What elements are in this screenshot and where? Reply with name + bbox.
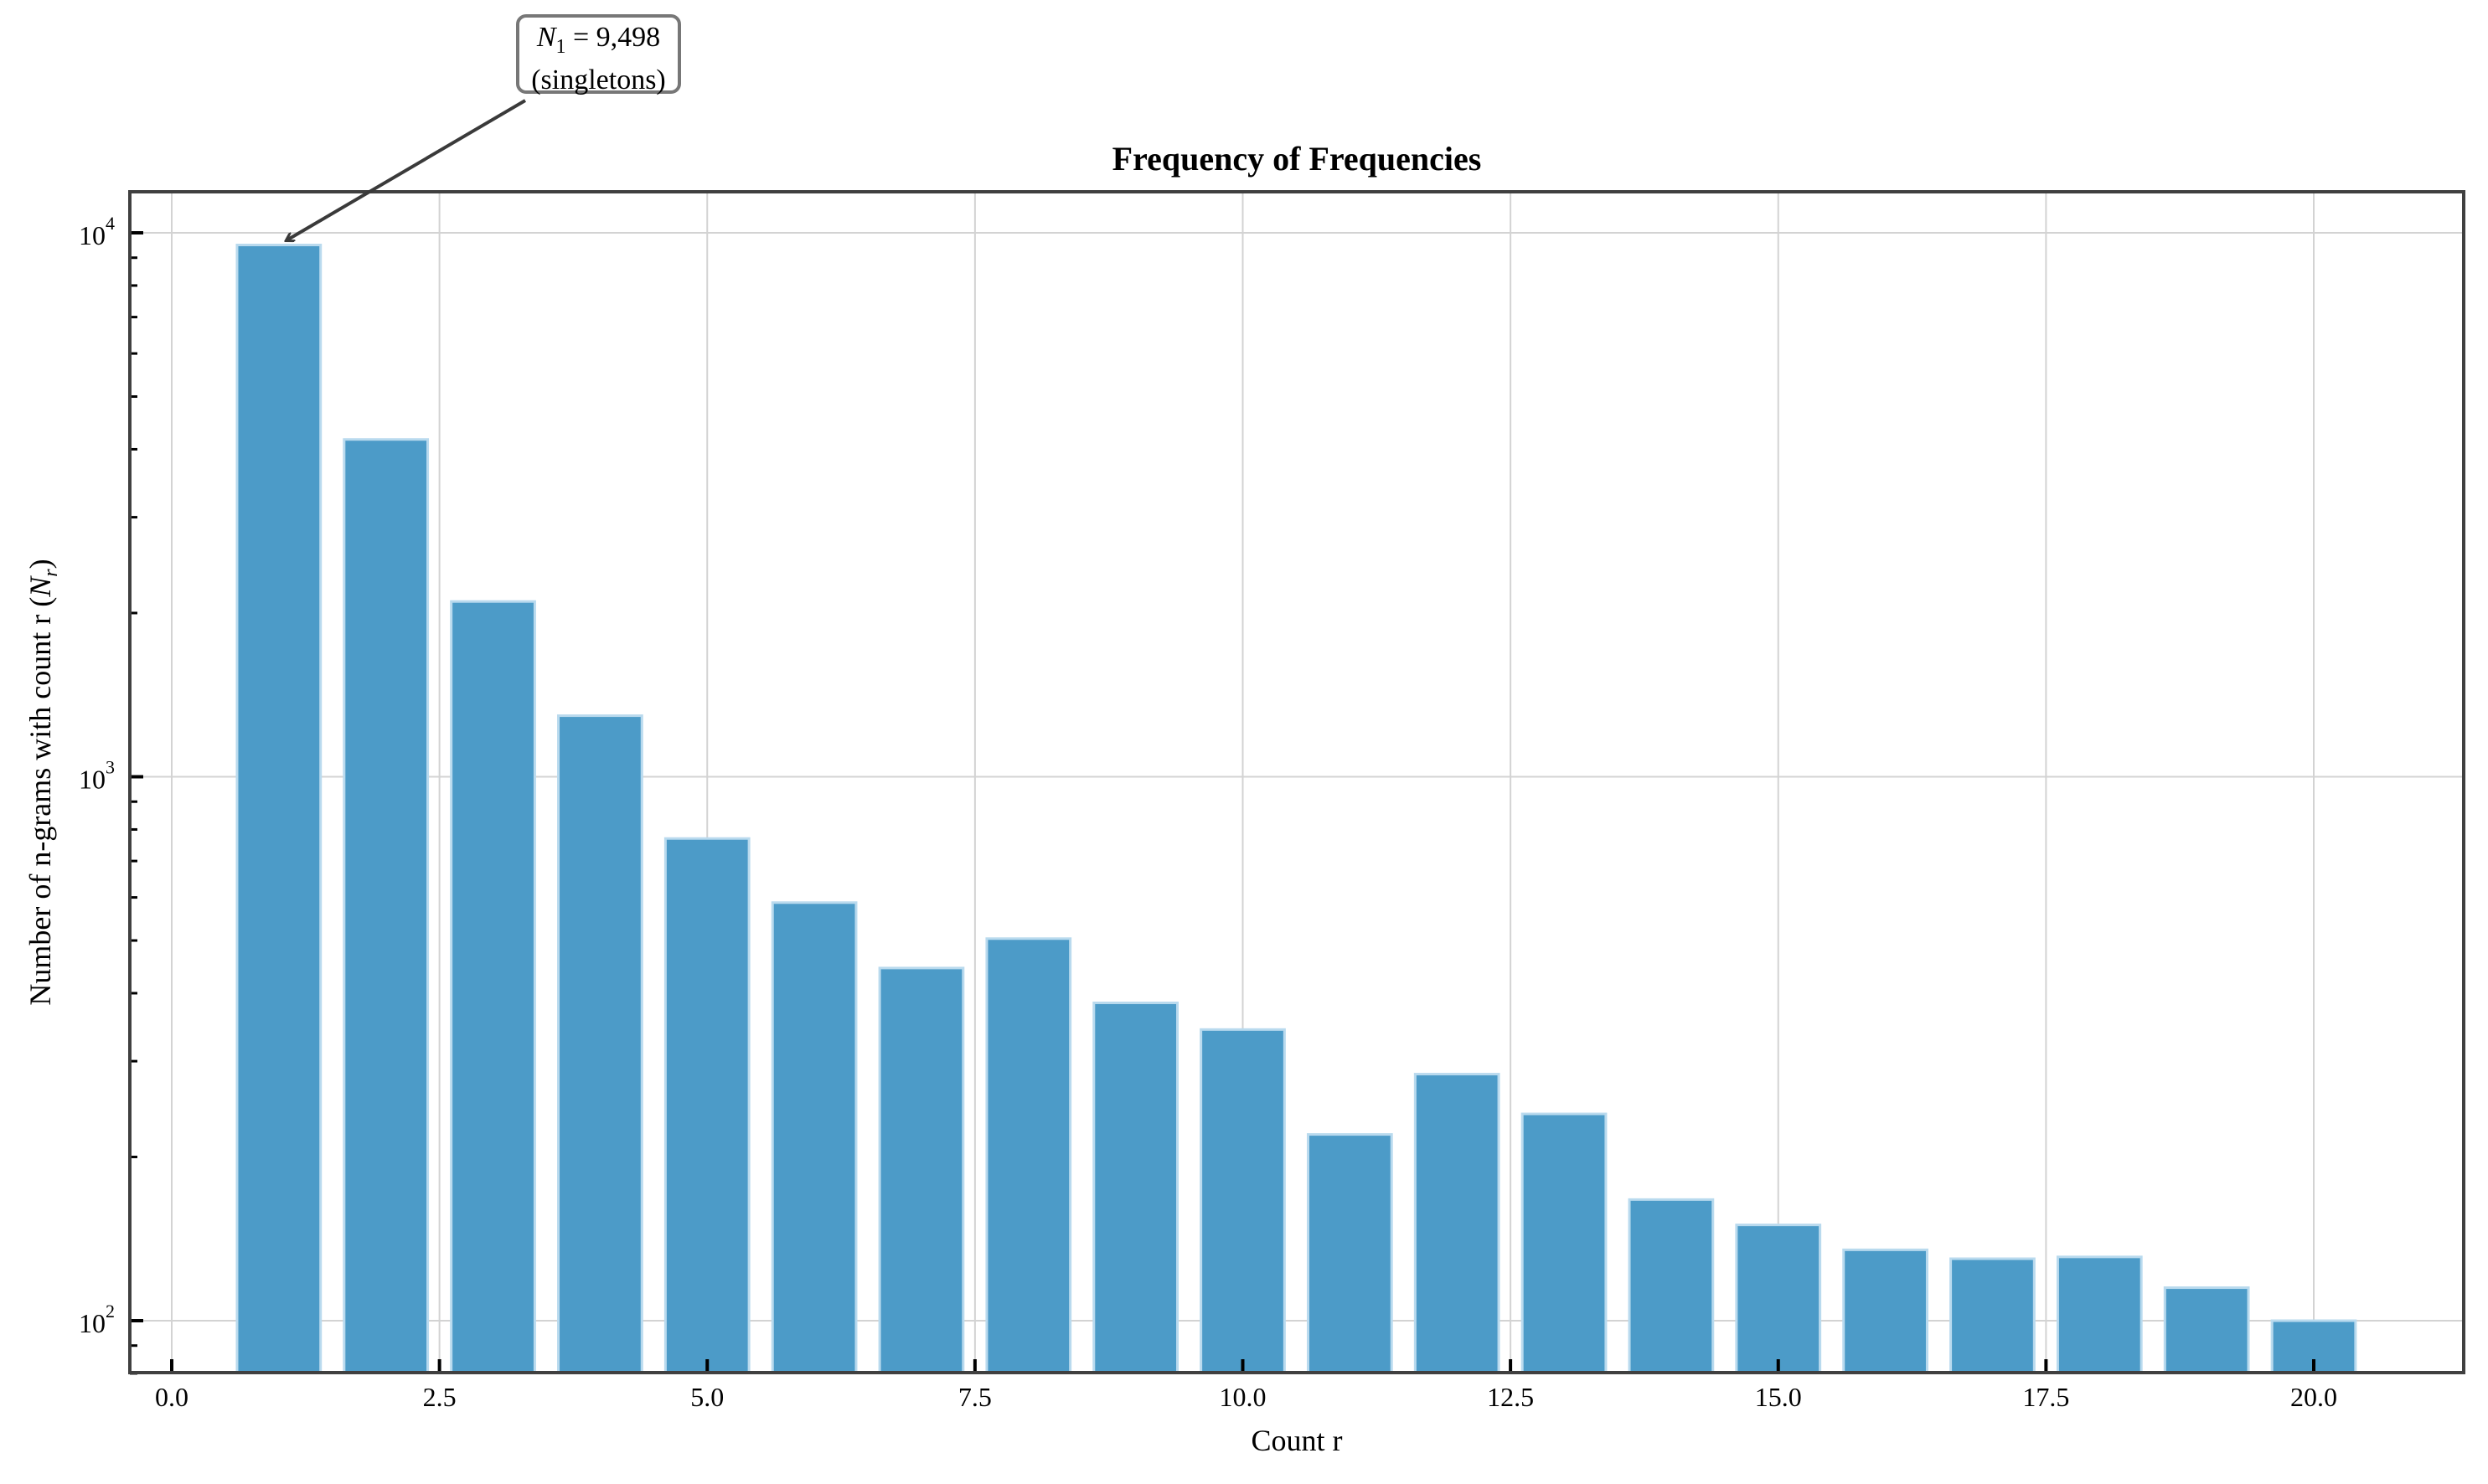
bar <box>1520 1112 1608 1374</box>
x-tick-label: 0.0 <box>155 1382 188 1412</box>
bar <box>343 438 430 1374</box>
y-tick-label: 103 <box>79 757 115 795</box>
bar <box>2056 1255 2143 1374</box>
bar <box>2163 1286 2250 1374</box>
annotation-line-2: (singletons) <box>531 64 666 95</box>
bar <box>878 966 965 1374</box>
bar <box>771 901 858 1374</box>
y-axis-label-close: ) <box>23 559 57 569</box>
bar <box>985 937 1072 1374</box>
y-axis-label-subscript: r <box>40 569 62 577</box>
x-tick-label: 20.0 <box>2290 1382 2337 1412</box>
bar <box>1413 1073 1500 1374</box>
x-tick-label: 15.0 <box>1755 1382 1802 1412</box>
bar <box>450 600 536 1374</box>
bar-series <box>235 244 2357 1374</box>
bar <box>1092 1001 1179 1374</box>
x-tick-label: 7.5 <box>958 1382 992 1412</box>
axes-frame <box>128 190 2465 1374</box>
bar <box>1628 1198 1715 1374</box>
y-tick-label: 102 <box>79 1301 115 1338</box>
annotation-line-1: N1 = 9,498 <box>519 21 678 64</box>
x-tick-label: 5.0 <box>690 1382 724 1412</box>
annotation-value: = 9,498 <box>573 22 661 53</box>
bar <box>1200 1028 1286 1374</box>
chart-title: Frequency of Frequencies <box>1112 140 1482 178</box>
bar <box>1842 1248 1928 1374</box>
bar <box>663 837 751 1374</box>
x-tick-label: 17.5 <box>2022 1382 2069 1412</box>
annotation-arrow <box>286 99 527 240</box>
x-tick-label: 10.0 <box>1220 1382 1267 1412</box>
y-tick-label: 104 <box>79 213 115 250</box>
x-tick-label: 12.5 <box>1487 1382 1534 1412</box>
y-axis-label-symbol: N <box>23 575 57 598</box>
bar <box>235 244 323 1374</box>
x-axis-label: Count r <box>1251 1424 1342 1457</box>
y-axis-label-text: Number of n-grams with count r ( <box>23 597 57 1006</box>
bar <box>1306 1133 1393 1374</box>
bar <box>557 714 643 1374</box>
bar <box>1949 1257 2036 1374</box>
bar <box>1735 1224 1822 1374</box>
y-axis-label: Number of n-grams with count r (Nr) <box>23 559 62 1005</box>
tick-labels: 0.0 2.5 5.0 7.5 10.0 12.5 15.0 17.5 20.0 102 103 10… <box>79 213 2337 1412</box>
singletons-annotation: N1 = 9,498 (singletons) <box>516 14 681 95</box>
annotation-subscript: 1 <box>555 35 566 58</box>
annotation-symbol: N <box>536 22 556 53</box>
x-tick-label: 2.5 <box>423 1382 457 1412</box>
